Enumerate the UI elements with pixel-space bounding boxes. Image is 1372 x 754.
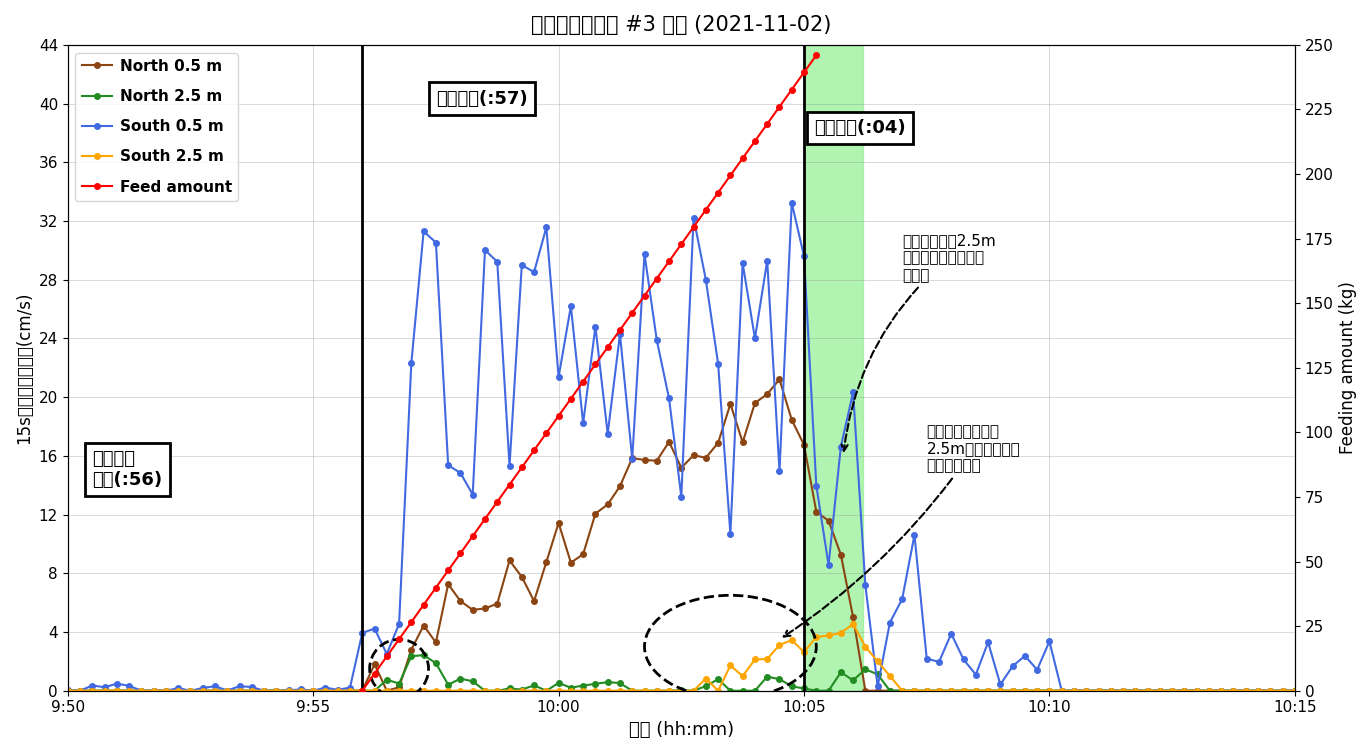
North 2.5 m — [416, 651, 432, 660]
Feed amount — [440, 566, 457, 575]
South 2.5 m — [796, 648, 812, 657]
South 2.5 m — [366, 686, 383, 695]
Feed amount — [366, 669, 383, 678]
Feed amount — [354, 686, 370, 695]
Feed amount — [575, 377, 591, 386]
Feed amount — [379, 652, 395, 661]
Text: 連続給餌(:57): 連続給餌(:57) — [436, 90, 527, 108]
Line: Feed amount: Feed amount — [359, 53, 819, 694]
South 2.5 m — [624, 686, 641, 695]
Legend: North 0.5 m, North 2.5 m, South 0.5 m, South 2.5 m, Feed amount: North 0.5 m, North 2.5 m, South 0.5 m, S… — [75, 53, 239, 201]
Feed amount — [587, 360, 604, 369]
North 2.5 m — [992, 686, 1008, 695]
Feed amount — [600, 342, 616, 351]
Feed amount — [513, 463, 530, 472]
Line: South 2.5 m: South 2.5 m — [64, 621, 1298, 694]
South 2.5 m — [992, 686, 1008, 695]
South 2.5 m — [1287, 686, 1303, 695]
Feed amount — [697, 205, 713, 214]
North 0.5 m — [1287, 686, 1303, 695]
Feed amount — [624, 308, 641, 317]
North 0.5 m — [992, 686, 1008, 695]
Text: 給餌後に北の2.5m
地点に流速のピーク
がある: 給餌後に北の2.5m 地点に流速のピーク がある — [841, 233, 996, 451]
Feed amount — [476, 514, 493, 523]
North 2.5 m — [59, 686, 75, 695]
Feed amount — [612, 326, 628, 335]
Feed amount — [525, 446, 542, 455]
Title: ブリ養殖生け簀 #3 流速 (2021-11-02): ブリ養殖生け簀 #3 流速 (2021-11-02) — [531, 15, 831, 35]
North 0.5 m — [145, 686, 162, 695]
South 2.5 m — [145, 686, 162, 695]
Line: North 2.5 m: North 2.5 m — [64, 652, 1298, 694]
Feed amount — [686, 222, 702, 231]
North 2.5 m — [930, 686, 947, 695]
South 0.5 m — [379, 649, 395, 658]
Text: 段階的な
給餌(:56): 段階的な 給餌(:56) — [92, 450, 162, 489]
Feed amount — [403, 618, 420, 627]
Feed amount — [783, 85, 800, 94]
Feed amount — [416, 600, 432, 609]
Feed amount — [488, 498, 505, 507]
Feed amount — [501, 480, 517, 489]
North 2.5 m — [637, 686, 653, 695]
North 0.5 m — [59, 686, 75, 695]
Text: 給餌終了前に南の
2.5m地点に流速の
ピークがある: 給餌終了前に南の 2.5m地点に流速の ピークがある — [783, 424, 1021, 636]
South 0.5 m — [637, 250, 653, 259]
South 0.5 m — [158, 686, 174, 695]
South 0.5 m — [71, 686, 88, 695]
Feed amount — [674, 240, 690, 249]
South 0.5 m — [783, 198, 800, 207]
South 2.5 m — [845, 620, 862, 629]
Feed amount — [759, 119, 775, 128]
Feed amount — [734, 154, 750, 163]
North 2.5 m — [1287, 686, 1303, 695]
Feed amount — [661, 257, 678, 266]
South 0.5 m — [820, 560, 837, 569]
Y-axis label: 15s移動平均の流速(cm/s): 15s移動平均の流速(cm/s) — [15, 292, 33, 444]
North 2.5 m — [366, 686, 383, 695]
Line: North 0.5 m: North 0.5 m — [64, 376, 1298, 694]
X-axis label: 時間 (hh:mm): 時間 (hh:mm) — [628, 721, 734, 739]
Feed amount — [796, 68, 812, 77]
Feed amount — [709, 188, 726, 197]
North 0.5 m — [930, 686, 947, 695]
Feed amount — [538, 428, 554, 437]
South 0.5 m — [1004, 662, 1021, 671]
North 0.5 m — [624, 454, 641, 463]
Feed amount — [808, 51, 825, 60]
South 0.5 m — [59, 686, 75, 695]
Feed amount — [453, 549, 469, 558]
Feed amount — [637, 291, 653, 300]
Feed amount — [722, 171, 738, 180]
Feed amount — [428, 583, 445, 592]
Feed amount — [746, 136, 763, 146]
Feed amount — [771, 103, 788, 112]
Bar — [804, 45, 863, 691]
North 2.5 m — [145, 686, 162, 695]
North 2.5 m — [808, 686, 825, 695]
Line: South 0.5 m: South 0.5 m — [64, 200, 1298, 694]
Feed amount — [550, 412, 567, 421]
Feed amount — [563, 394, 579, 403]
North 0.5 m — [366, 660, 383, 669]
Feed amount — [465, 532, 482, 541]
South 0.5 m — [1287, 686, 1303, 695]
South 2.5 m — [930, 686, 947, 695]
Feed amount — [649, 274, 665, 283]
North 0.5 m — [808, 507, 825, 516]
Text: 給餌停止(:04): 給餌停止(:04) — [814, 119, 906, 137]
North 0.5 m — [771, 375, 788, 384]
South 0.5 m — [943, 629, 959, 638]
South 2.5 m — [59, 686, 75, 695]
Y-axis label: Feeding amount (kg): Feeding amount (kg) — [1339, 281, 1357, 454]
Feed amount — [391, 635, 407, 644]
